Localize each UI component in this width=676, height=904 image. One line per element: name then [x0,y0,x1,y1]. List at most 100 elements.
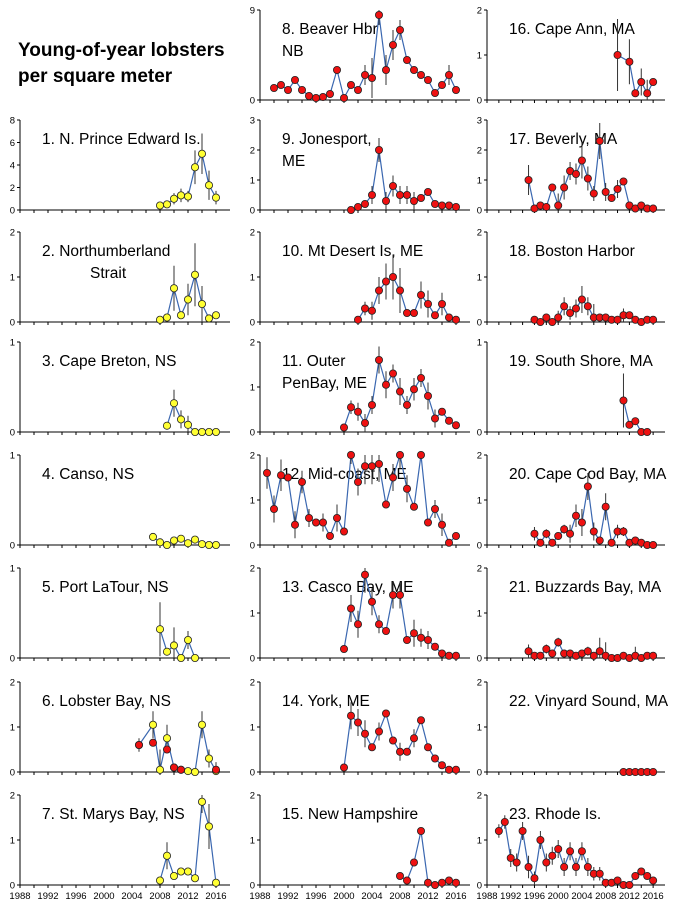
data-point [190,270,199,279]
data-point [318,93,327,102]
data-point [367,190,376,199]
y-tick-label: 2 [10,678,15,689]
data-point [381,380,390,389]
data-point [560,302,569,311]
data-point [583,863,592,872]
data-point [169,284,178,293]
data-point [395,387,404,396]
data-point [162,200,171,209]
data-point [554,845,563,854]
data-point [649,78,658,87]
data-point [304,514,313,523]
data-point [589,189,598,198]
y-tick-label: 1 [250,836,255,847]
data-point [595,136,604,145]
y-tick-label: 1 [250,273,255,284]
data-point [577,295,586,304]
data-point [416,193,425,202]
data-point [619,177,628,186]
data-point [451,86,460,95]
y-tick-label: 1 [477,273,482,284]
data-point [162,541,171,550]
data-point [542,858,551,867]
panel-label-line: 2. Northumberland [42,243,170,260]
data-point [583,302,592,311]
data-point [548,851,557,860]
y-tick-label: 2 [250,678,255,689]
data-point [197,720,206,729]
data-point [451,532,460,541]
data-point-red [169,763,178,772]
data-point [631,872,640,881]
data-point [183,539,192,548]
main-title-line-1: Young-of-year lobsters [18,40,225,61]
data-point [601,187,610,196]
data-point [402,747,411,756]
x-tick-label: 1988 [476,891,497,902]
x-tick-label: 2004 [361,891,382,902]
data-point [409,308,418,317]
data-point [643,89,652,98]
data-point [423,187,432,196]
data-point [416,290,425,299]
y-tick-label: 2 [477,228,482,239]
y-tick-label: 0 [10,206,15,217]
data-point [162,734,171,743]
y-tick-label: 1 [10,564,15,575]
y-tick-label: 0 [10,881,15,892]
data-point [332,66,341,75]
data-point [451,421,460,430]
data-point [649,876,658,885]
y-tick-label: 8 [10,116,15,127]
data-point [176,191,185,200]
panel-18: 0 1 2 18. Boston Harbor [477,228,665,329]
data-point [346,205,355,214]
data-point [388,736,397,745]
data-point [430,881,439,890]
data-point [211,311,220,320]
data-point [554,638,563,647]
y-tick-label: 0 [250,768,255,779]
data-point [572,863,581,872]
data-point [367,400,376,409]
y-tick-label: 2 [10,791,15,802]
y-tick-label: 0 [10,428,15,439]
data-point [430,414,439,423]
data-point [353,477,362,486]
data-point [367,306,376,315]
data-point [162,313,171,322]
data-point [416,827,425,836]
panel-label-line: 15. New Hampshire [282,806,418,823]
data-point [437,649,446,658]
data-point [283,86,292,95]
data-point [197,797,206,806]
data-point [176,311,185,320]
panel-11: 0 1 2 11. Outer PenBay, ME [250,338,470,439]
data-point [367,597,376,606]
data-point [211,878,220,887]
y-tick-label: 1 [477,338,482,349]
data-point [619,527,628,536]
data-point [339,94,348,103]
data-point [339,423,348,432]
y-tick-label: 0 [250,96,255,107]
data-point [360,199,369,208]
data-point [566,529,575,538]
data-point [269,84,278,93]
data-point [395,286,404,295]
data-point [649,204,658,213]
y-tick-label: 1 [10,836,15,847]
panel-22: 0 1 2 22. Vinyard Sound, MA [477,678,669,779]
data-point [444,765,453,774]
panel-3: 0 1 3. Cape Breton, NS [10,338,230,439]
data-point [631,89,640,98]
y-tick-label: 0 [250,428,255,439]
data-point [155,625,164,634]
data-point [583,174,592,183]
data-point [423,391,432,400]
y-tick-label: 2 [10,183,15,194]
data-point [332,514,341,523]
data-point [530,529,539,538]
y-tick-label: 1 [477,176,482,187]
